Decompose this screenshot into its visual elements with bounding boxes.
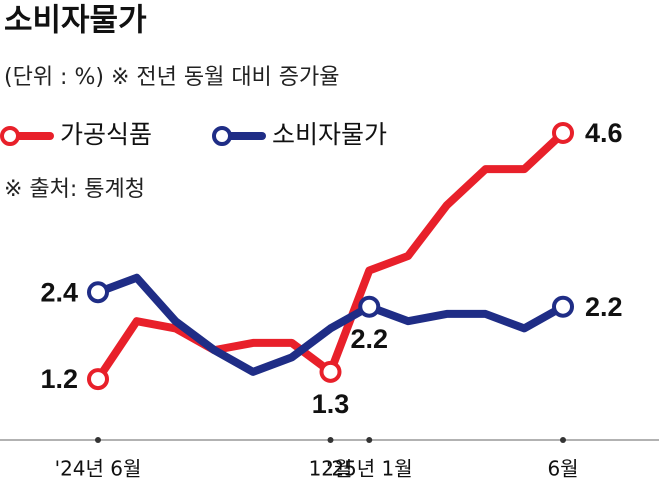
x-tick [327,437,334,443]
point-marker [552,121,574,144]
data-label: 2.2 [350,324,388,354]
point-marker [87,368,109,391]
x-tick-label: 12월 [309,457,353,481]
series-line [94,130,566,382]
series-line [96,273,565,376]
legend-label: 가공식품 [60,120,152,149]
data-label: 4.6 [585,118,623,148]
x-tick-label: '24년 6월 [55,457,142,481]
point-marker [319,360,342,383]
point-marker [87,281,109,304]
x-tick-label: '25년 1월 [326,457,413,481]
x-tick [366,437,373,443]
data-label: 1.2 [40,364,78,394]
chart-subtitle: (단위 : %) ※ 전년 동월 대비 증가율 [4,65,340,90]
data-label: 2.4 [40,277,78,307]
x-tick [560,437,566,443]
legend-marker [212,126,232,146]
source: ※ 출처: 통계청 [4,177,145,202]
x-tick-label: 6월 [547,457,578,481]
data-label: 1.3 [312,389,350,419]
chart-title: 소비자물가 [4,3,147,39]
data-label: 2.2 [585,292,623,322]
point-marker [358,295,381,318]
legend-marker [0,126,20,146]
point-marker [552,295,574,318]
legend-label: 소비자물가 [272,120,387,149]
x-tick [95,437,101,443]
